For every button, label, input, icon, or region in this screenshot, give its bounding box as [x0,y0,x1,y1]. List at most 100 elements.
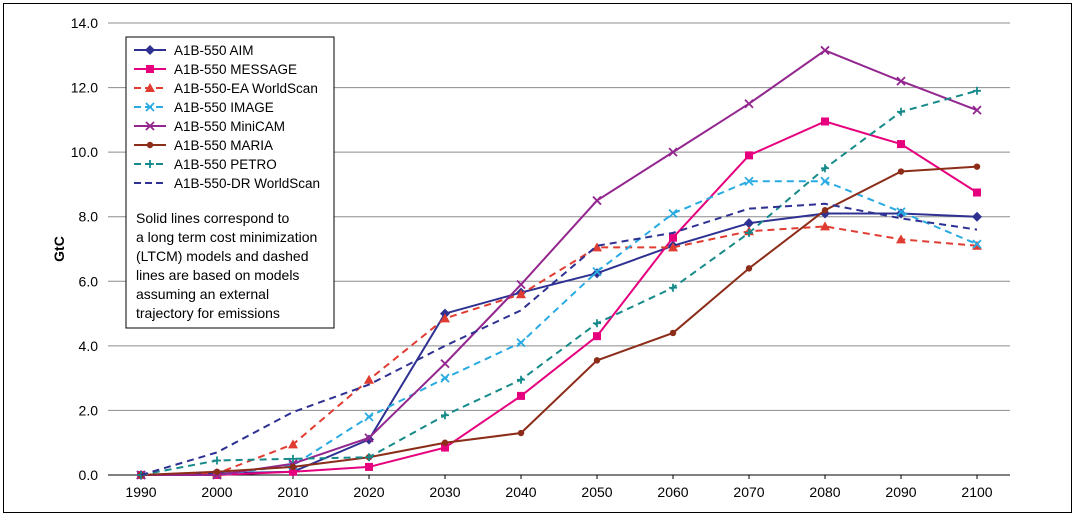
data-point [517,429,525,437]
legend-marker [146,160,154,168]
data-point [897,140,905,149]
data-point [669,233,677,242]
legend-note-line: trajectory for emissions [136,305,280,321]
legend-item: A1B-550-DR WorldScan [134,176,320,191]
x-tick-label: 2060 [657,484,688,500]
data-point [668,208,678,219]
data-point [440,358,450,369]
data-point [821,117,829,126]
x-tick-label: 2070 [733,484,764,500]
x-tick-label: 2040 [505,484,536,500]
series-line [141,120,978,476]
y-tick-label: 0.0 [79,467,99,483]
data-point [213,468,221,475]
data-point [896,76,906,86]
data-point [364,434,374,445]
data-point [668,242,678,252]
data-point [364,412,374,422]
data-point [441,443,449,452]
data-point [593,319,601,328]
data-point [516,289,526,299]
y-axis-ticks: 0.0 2.0 4.0 6.0 8.0 10.0 12.0 14.0 [71,15,98,483]
legend-note-line: a long term cost minimization [136,229,317,245]
legend-label: A1B-550 MESSAGE [174,62,297,77]
legend-item: A1B-550-EA WorldScan [134,81,318,96]
data-point [973,86,981,95]
legend-marker [145,121,155,131]
data-point [820,45,830,56]
data-point [821,164,829,173]
series-line [141,49,978,476]
data-point [440,313,450,323]
x-axis-ticks: 1990 2000 2010 2020 2030 2040 2050 2060 2070 2080… [125,475,993,500]
data-point [744,176,754,186]
data-point [745,228,753,237]
legend-marker [146,141,154,149]
data-point [745,151,753,160]
series-a1b-550-petro [137,86,981,479]
data-point [669,329,677,337]
legend-label: A1B-550-EA WorldScan [174,81,318,96]
legend-item: A1B-550 MiniCAM [134,119,285,134]
series-lines [136,45,982,480]
data-point [289,463,297,471]
series-line [141,180,978,476]
legend-marker [145,83,155,92]
legend-label: A1B-550-DR WorldScan [174,176,320,191]
data-point [364,374,374,384]
data-point [288,439,298,449]
data-point [289,467,297,476]
series-line [140,202,978,476]
y-tick-label: 14.0 [71,15,98,31]
legend: A1B-550 AIM A1B-550 MESSAGE A1B-550-EA Wor… [125,36,335,329]
chart-frame: 0.0 2.0 4.0 6.0 8.0 10.0 12.0 14.0 1990 2000 2010… [3,3,1072,513]
legend-marker [145,102,155,112]
series-line [140,165,978,476]
data-point [897,168,905,175]
legend-label: A1B-550 IMAGE [174,100,274,115]
x-tick-label: 2100 [961,484,992,500]
y-axis-label: GtC [51,236,67,262]
data-point [897,107,905,116]
data-point [516,279,526,290]
data-point [517,391,525,400]
data-point [365,453,373,462]
data-point [213,456,221,465]
data-point [516,337,526,348]
legend-item: A1B-550 IMAGE [134,100,274,115]
series-a1b-550-minicam [136,45,982,480]
legend-marker [146,65,154,73]
line-chart: 0.0 2.0 4.0 6.0 8.0 10.0 12.0 14.0 1990 2000 2010… [51,15,1010,500]
data-point [669,283,677,292]
data-point [972,239,982,249]
x-tick-label: 2090 [885,484,916,500]
legend-item: A1B-550 PETRO [134,157,277,172]
data-point [745,265,753,272]
data-point [364,433,374,443]
data-point [592,195,602,206]
data-point [972,105,982,115]
data-point [593,357,601,364]
data-point [744,218,754,229]
series-a1b-550-dr-worldscan [140,202,978,476]
y-tick-label: 6.0 [79,273,99,289]
legend-note-line: lines are based on models [136,267,299,283]
x-tick-label: 2020 [353,484,384,500]
data-point [668,147,678,157]
data-point [593,332,601,341]
data-point [744,99,754,109]
data-point [896,208,906,219]
series-a1b-550-maria [137,163,981,479]
series-line [140,89,978,476]
data-point [441,411,449,420]
x-tick-label: 1990 [125,484,156,500]
y-tick-label: 8.0 [79,209,99,225]
y-tick-label: 4.0 [79,338,99,354]
legend-note-line: assuming an external [136,286,269,302]
legend-label: A1B-550 AIM [174,43,254,58]
y-tick-label: 2.0 [79,402,99,418]
x-tick-label: 2050 [581,484,612,500]
legend-note-line: (LTCM) models and dashed [136,248,308,264]
data-point [820,221,830,231]
legend-item: A1B-550 MARIA [134,138,273,153]
